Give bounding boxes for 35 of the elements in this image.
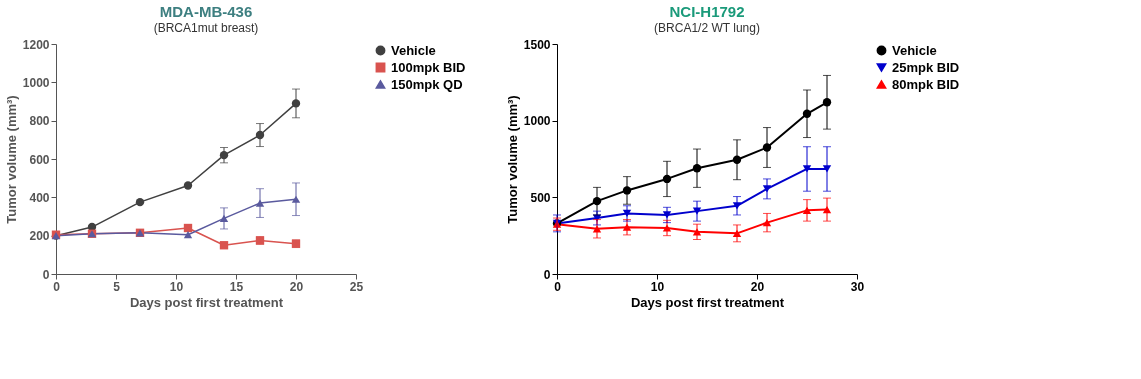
chart-subtitle: (BRCA1/2 WT lung) xyxy=(654,21,760,35)
legend-label: 25mpk BID xyxy=(892,59,960,75)
chart-title: NCI-H1792 xyxy=(669,3,745,20)
chart-title: MDA-MB-436 xyxy=(159,3,253,20)
legend-label: Vehicle xyxy=(391,42,436,58)
x-tick-label: 0 xyxy=(53,279,61,294)
y-tick-label: 1200 xyxy=(22,37,50,52)
legend-label: Vehicle xyxy=(892,42,937,58)
y-tick-label: 1500 xyxy=(523,37,551,52)
x-axis-title: Days post first treatment xyxy=(129,294,284,310)
x-tick-label: 5 xyxy=(113,279,121,294)
legend-label: 100mpk BID xyxy=(391,59,466,75)
x-tick-label: 0 xyxy=(554,279,562,294)
y-tick-label: 1000 xyxy=(523,114,551,129)
x-tick-label: 10 xyxy=(650,279,665,294)
y-tick-label: 500 xyxy=(530,190,551,205)
legend-label: 80mpk BID xyxy=(892,76,960,92)
chart-subtitle: (BRCA1mut breast) xyxy=(153,21,259,35)
y-tick-label: 200 xyxy=(29,229,50,244)
x-tick-label: 10 xyxy=(169,279,184,294)
x-tick-label: 30 xyxy=(850,279,865,294)
y-axis-title: Tumor volume (mm³) xyxy=(3,95,19,224)
y-tick-label: 800 xyxy=(29,114,50,129)
y-tick-label: 400 xyxy=(29,190,50,205)
legend-label: 150mpk QD xyxy=(391,76,463,92)
x-tick-label: 20 xyxy=(289,279,304,294)
x-tick-label: 15 xyxy=(229,279,244,294)
x-tick-label: 25 xyxy=(349,279,364,294)
y-tick-label: 0 xyxy=(42,267,50,282)
y-tick-label: 1000 xyxy=(22,75,50,90)
x-axis-title: Days post first treatment xyxy=(630,294,785,310)
y-tick-label: 0 xyxy=(543,267,551,282)
x-tick-label: 20 xyxy=(750,279,765,294)
y-axis-title: Tumor volume (mm³) xyxy=(504,95,520,224)
y-tick-label: 600 xyxy=(29,152,50,167)
